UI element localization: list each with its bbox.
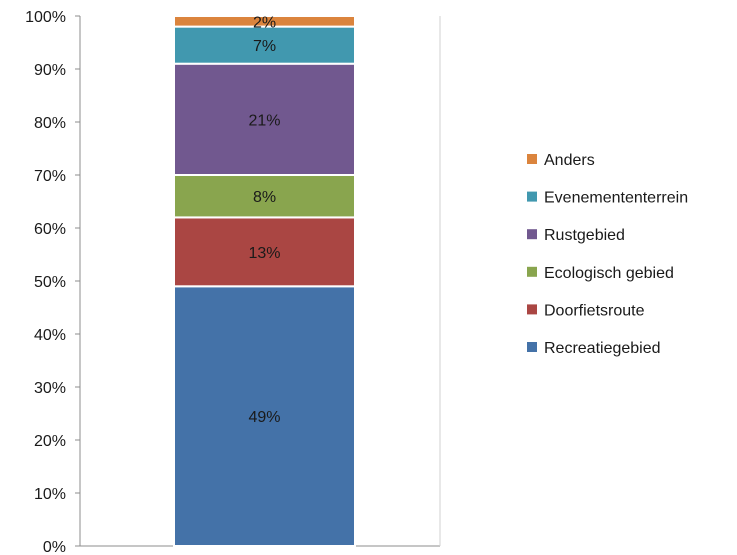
legend-label-rustgebied: Rustgebied — [544, 227, 625, 244]
data-label-doorfietsroute: 13% — [248, 245, 280, 262]
y-tick-label: 50% — [34, 274, 66, 291]
y-tick-label: 10% — [34, 486, 66, 503]
y-tick-label: 0% — [43, 539, 66, 555]
data-label-ecologisch-gebied: 8% — [253, 189, 276, 206]
legend-label-evenemententerrein: Evenemententerrein — [544, 190, 688, 207]
y-tick-label: 100% — [25, 9, 66, 26]
data-label-anders: 2% — [253, 14, 276, 31]
y-axis: 0% 10% 20% 30% 40% 50% 60% 70% 80% 90% 100% — [25, 9, 441, 555]
bar-segment-doorfietsroute — [173, 216, 356, 288]
bar-segment-rustgebied — [173, 62, 356, 177]
legend-swatch-ecologisch-gebied — [527, 266, 537, 277]
bar-segment-anders — [173, 15, 356, 28]
legend-swatch-rustgebied — [527, 229, 537, 240]
legend-swatch-recreatiegebied — [527, 342, 537, 352]
y-tick-label: 30% — [34, 380, 66, 397]
legend-label-doorfietsroute: Doorfietsroute — [544, 302, 645, 319]
data-label-recreatiegebied: 49% — [248, 409, 280, 426]
legend-swatch-doorfietsroute — [527, 304, 537, 315]
legend: Anders Evenemententerrein Rustgebied Ecolog… — [527, 152, 688, 357]
y-tick-label: 60% — [34, 221, 66, 238]
legend-swatch-anders — [527, 154, 537, 164]
data-label-rustgebied: 21% — [248, 112, 280, 129]
legend-swatch-evenemententerrein — [527, 191, 537, 202]
y-tick-label: 40% — [34, 327, 66, 344]
y-tick-label: 90% — [34, 62, 66, 79]
bar-stack: 49% 13% 8% 21% 7% 2% — [173, 14, 356, 547]
y-tick-label: 70% — [34, 168, 66, 185]
legend-label-recreatiegebied: Recreatiegebied — [544, 340, 661, 357]
legend-label-anders: Anders — [544, 152, 595, 169]
y-tick-label: 80% — [34, 115, 66, 132]
legend-label-ecologisch-gebied: Ecologisch gebied — [544, 265, 674, 282]
data-label-evenemententerrein: 7% — [253, 38, 276, 55]
bar-segment-recreatiegebied — [173, 285, 356, 547]
y-tick-label: 20% — [34, 433, 66, 450]
